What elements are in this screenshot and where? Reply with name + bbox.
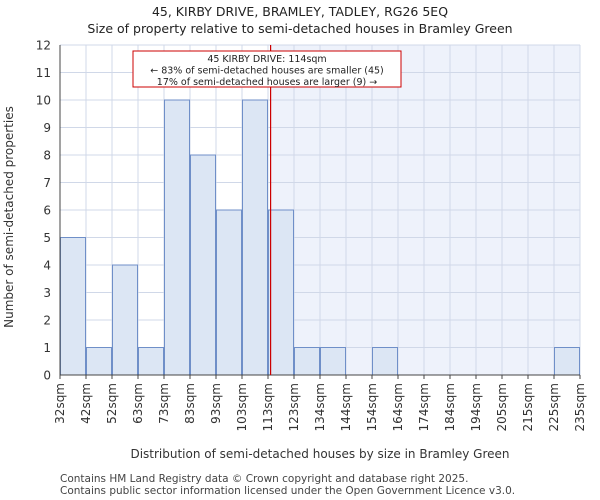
chart-title: 45, KIRBY DRIVE, BRAMLEY, TADLEY, RG26 5… (151, 4, 449, 19)
x-tick-label: 144sqm (339, 383, 353, 431)
x-tick-label: 215sqm (521, 383, 535, 431)
y-tick-label: 10 (36, 94, 51, 108)
y-tick-label: 5 (43, 231, 51, 245)
x-tick-label: 174sqm (417, 383, 431, 431)
x-tick-label: 93sqm (209, 383, 223, 424)
x-tick-label: 73sqm (157, 383, 171, 424)
annotation-line: 45 KIRBY DRIVE: 114sqm (207, 54, 326, 65)
footer-attribution-2: Contains public sector information licen… (60, 485, 516, 497)
bar (554, 347, 580, 376)
bar (112, 264, 138, 376)
y-tick-label: 3 (43, 286, 51, 300)
y-tick-label: 7 (43, 176, 51, 190)
bar (216, 209, 242, 376)
bar (138, 347, 164, 376)
x-tick-label: 83sqm (183, 383, 197, 424)
x-tick-label: 63sqm (131, 383, 145, 424)
x-tick-label: 225sqm (547, 383, 561, 431)
y-tick-label: 4 (43, 259, 51, 273)
x-tick-label: 103sqm (235, 383, 249, 431)
y-tick-label: 11 (36, 66, 51, 80)
y-tick-label: 6 (43, 204, 51, 218)
y-tick-label: 0 (43, 369, 51, 383)
bar (86, 347, 112, 376)
x-tick-label: 113sqm (261, 383, 275, 431)
bar (60, 237, 86, 376)
annotation-line: 17% of semi-detached houses are larger (… (157, 77, 377, 88)
x-tick-label: 42sqm (79, 383, 93, 424)
x-tick-label: 164sqm (391, 383, 405, 431)
y-axis-label: Number of semi-detached properties (2, 106, 16, 328)
annotation-line: ← 83% of semi-detached houses are smalle… (150, 66, 384, 77)
x-tick-label: 235sqm (573, 383, 587, 431)
bar (164, 99, 190, 376)
x-tick-label: 52sqm (105, 383, 119, 424)
y-tick-label: 2 (43, 314, 51, 328)
x-tick-label: 184sqm (443, 383, 457, 431)
bar (294, 347, 320, 376)
x-tick-label: 32sqm (53, 383, 67, 424)
bar (372, 347, 398, 376)
x-tick-label: 194sqm (469, 383, 483, 431)
bar (268, 209, 294, 376)
chart-subtitle: Size of property relative to semi-detach… (87, 21, 513, 36)
x-tick-label: 123sqm (287, 383, 301, 431)
bar (320, 347, 346, 376)
bar (190, 154, 216, 376)
y-tick-label: 1 (43, 341, 51, 355)
y-tick-label: 9 (43, 121, 51, 135)
annotation-box (132, 50, 402, 88)
x-tick-label: 134sqm (313, 383, 327, 431)
footer-attribution-1: Contains HM Land Registry data © Crown c… (60, 473, 469, 485)
x-tick-label: 205sqm (495, 383, 509, 431)
y-tick-label: 12 (36, 39, 51, 53)
y-tick-label: 8 (43, 149, 51, 163)
x-axis-label: Distribution of semi-detached houses by … (130, 447, 509, 461)
bar (242, 99, 268, 376)
x-tick-label: 154sqm (365, 383, 379, 431)
